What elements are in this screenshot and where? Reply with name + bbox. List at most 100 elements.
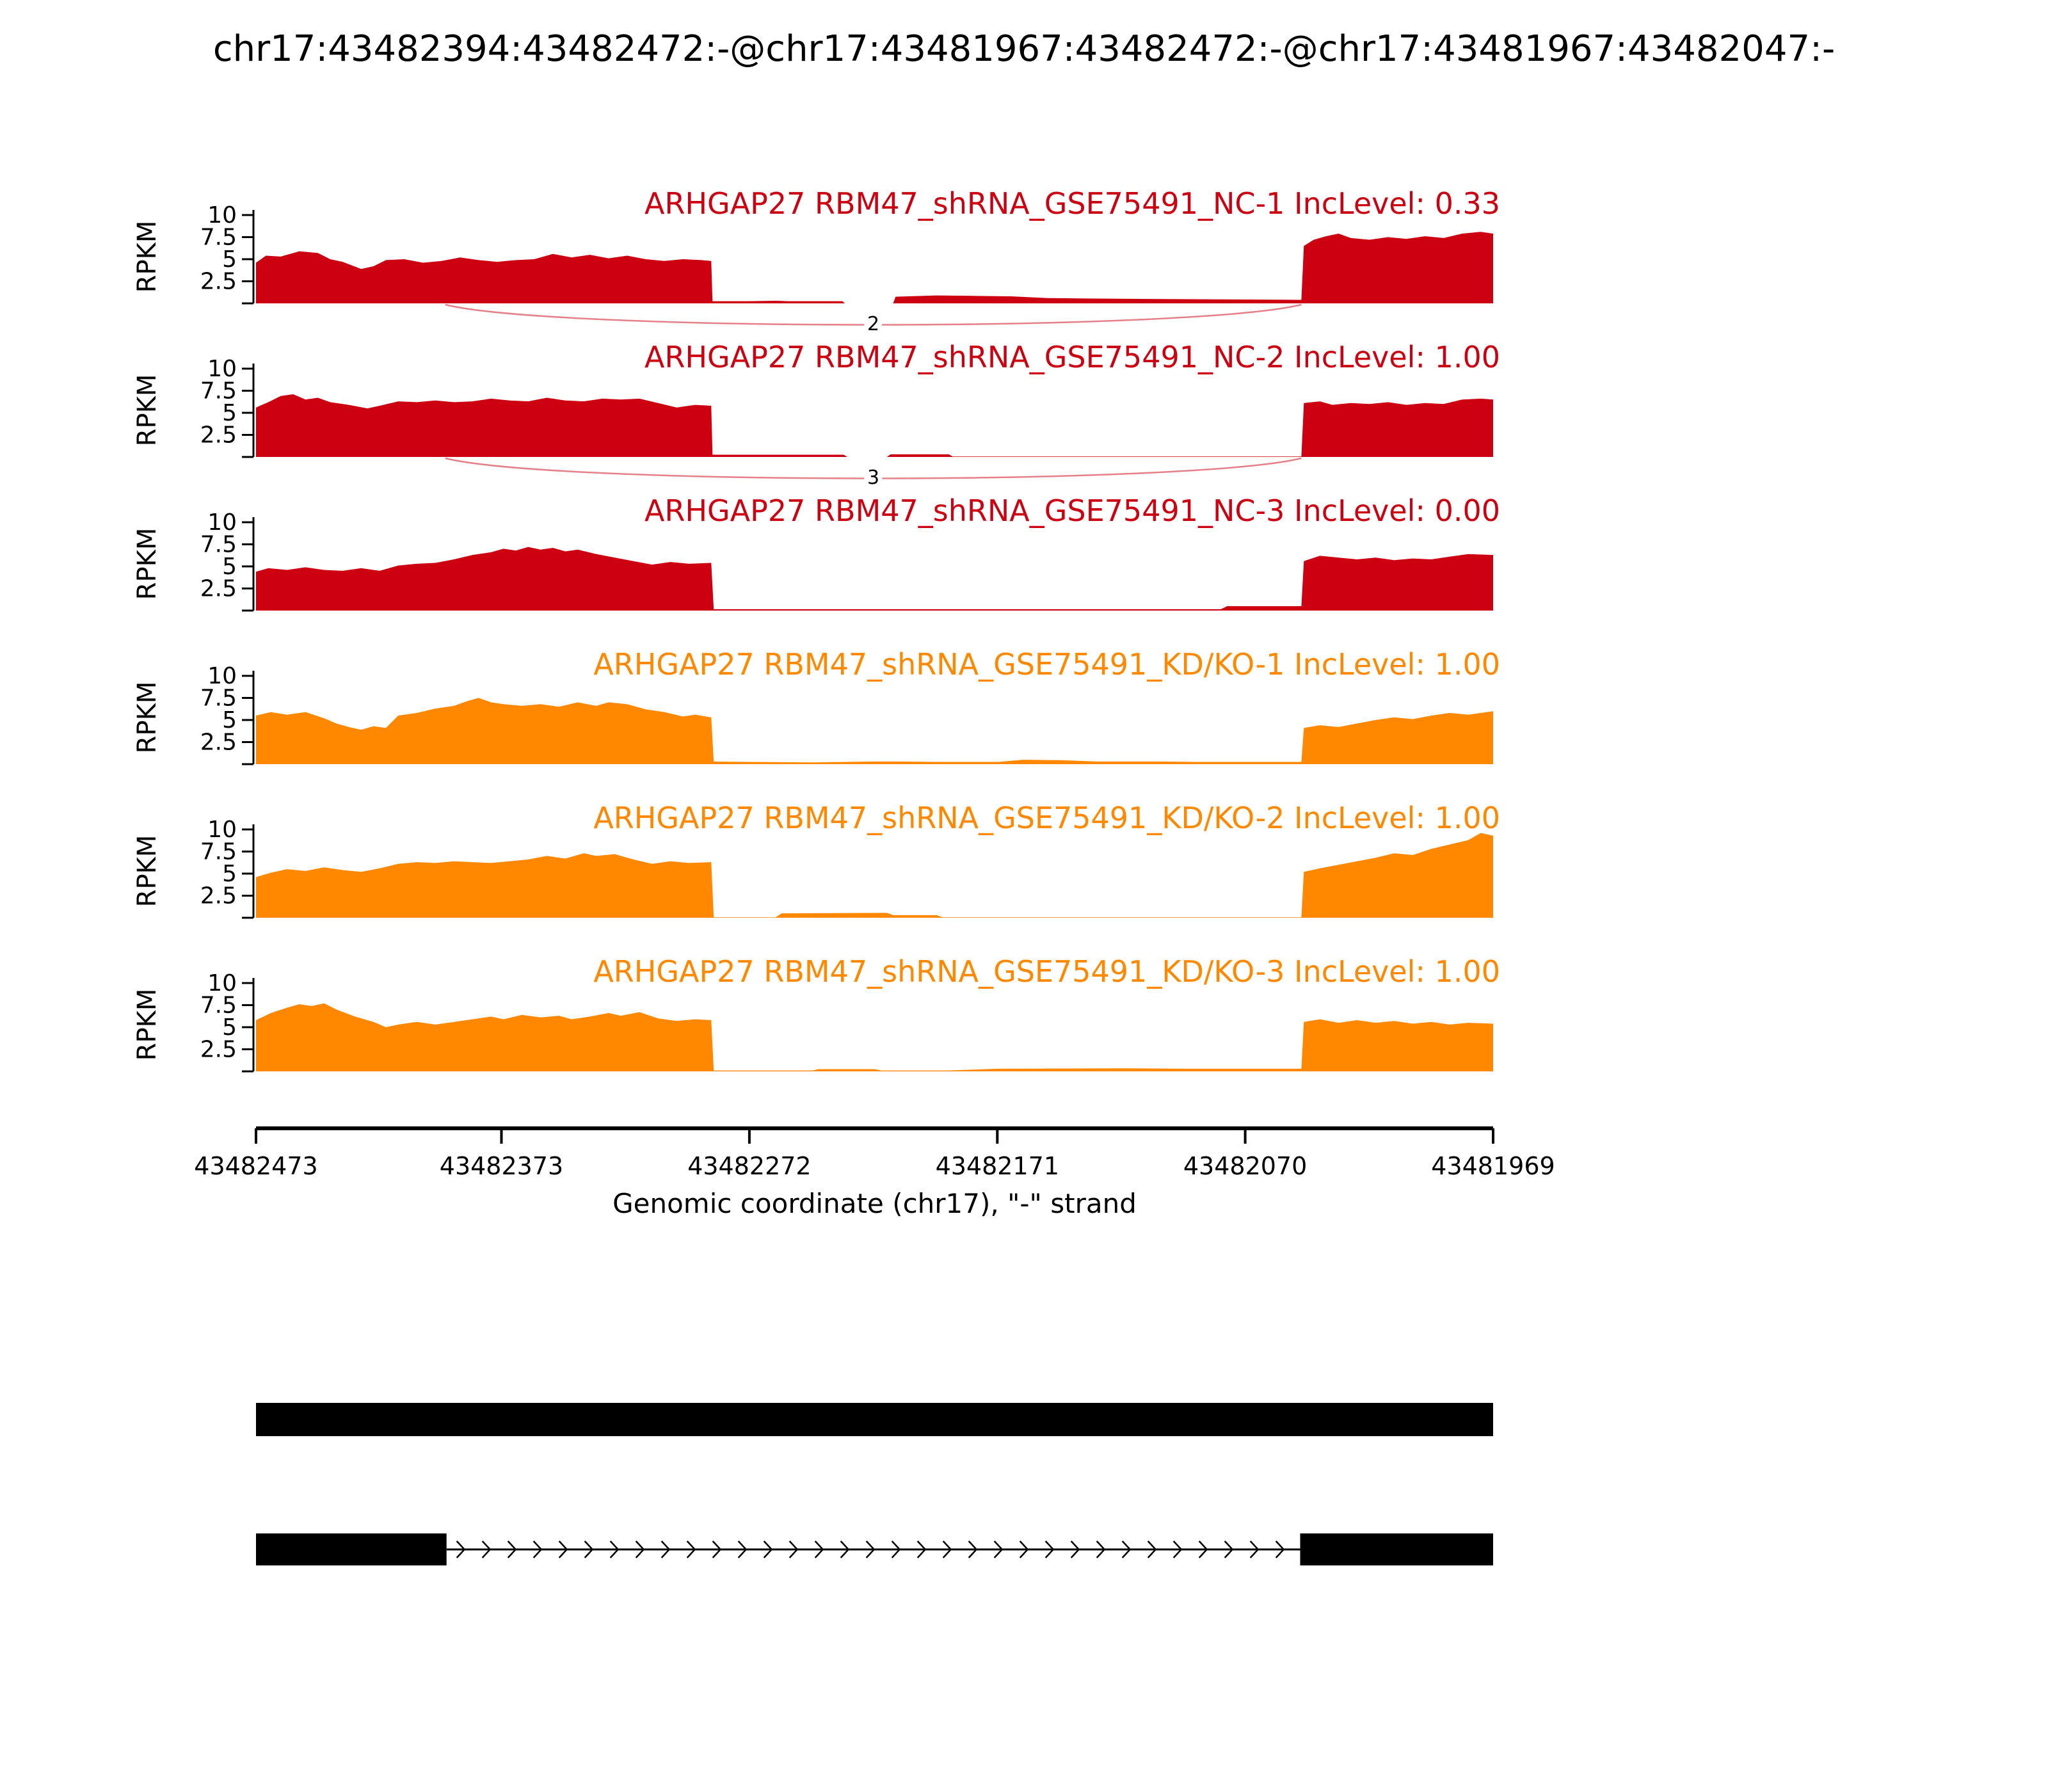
strand-arrow-icon (1147, 1540, 1157, 1558)
x-axis: 43482473 43482373 43482272 43482171 43482070… (194, 1126, 1555, 1219)
y-axis-title: RPKM (132, 374, 162, 447)
strand-arrow-icon (763, 1540, 773, 1558)
strand-arrow-icon (1249, 1540, 1260, 1558)
junction-arc (445, 457, 1302, 479)
sashimi-track-1: 2 107.552.5 RPKM ARHGAP27 RBM47_shRNA_GSE75… (132, 186, 1500, 340)
strand-arrow-icon (686, 1540, 696, 1558)
y-axis-tick-label: 10 (207, 663, 237, 689)
y-axis-tick-label: 10 (207, 202, 237, 228)
x-axis-tick-label: 43482171 (936, 1152, 1059, 1180)
strand-arrow-icon (712, 1540, 722, 1558)
y-axis-tick-label: 7.5 (200, 378, 237, 404)
strand-arrow-icon (1275, 1540, 1285, 1558)
x-axis-tick-label: 43482070 (1183, 1152, 1307, 1180)
y-axis-tick-label: 2.5 (200, 576, 237, 602)
y-axis-title: RPKM (132, 528, 162, 600)
y-axis-tick-label: 2.5 (200, 730, 237, 756)
y-axis-tick-label: 7.5 (200, 993, 237, 1019)
strand-arrow-icon (916, 1540, 927, 1558)
coverage-area (256, 547, 1493, 611)
y-axis-tick-label: 10 (207, 817, 237, 843)
y-axis-tick-label: 5 (222, 400, 237, 426)
junction-arc (445, 303, 1302, 326)
strand-arrow-icon (865, 1540, 876, 1558)
strand-arrow-icon (993, 1540, 1004, 1558)
sashimi-track-5: 107.552.5 RPKM ARHGAP27 RBM47_shRNA_GSE754… (132, 801, 1500, 919)
strand-arrow-icon (481, 1540, 492, 1558)
y-axis-title: RPKM (132, 989, 162, 1061)
strand-arrow-icon (840, 1540, 850, 1558)
junction-read-count: 3 (867, 467, 879, 489)
sashimi-track-6: 107.552.5 RPKM ARHGAP27 RBM47_shRNA_GSE754… (132, 954, 1500, 1073)
strand-arrow-icon (1070, 1540, 1080, 1558)
junction-read-count: 2 (867, 313, 879, 335)
y-axis-tick-label: 2.5 (200, 1037, 237, 1063)
y-axis-tick-label: 7.5 (200, 532, 237, 558)
y-axis-tick-label: 2.5 (200, 269, 237, 295)
strand-arrow-icon (584, 1540, 594, 1558)
track-label: ARHGAP27 RBM47_shRNA_GSE75491_KD/KO-3 In… (593, 954, 1500, 989)
y-axis-tick-label: 7.5 (200, 225, 237, 251)
y-axis-title: RPKM (132, 682, 162, 754)
sashimi-track-2: 3 107.552.5 RPKM ARHGAP27 RBM47_shRNA_GSE75… (132, 340, 1500, 493)
sashimi-track-3: 107.552.5 RPKM ARHGAP27 RBM47_shRNA_GSE754… (132, 493, 1500, 612)
strand-arrow-icon (558, 1540, 568, 1558)
y-axis-title: RPKM (132, 835, 162, 908)
strand-arrow-icon (942, 1540, 952, 1558)
track-label: ARHGAP27 RBM47_shRNA_GSE75491_NC-2 IncLe… (644, 340, 1500, 374)
x-axis-tick-label: 43481969 (1431, 1152, 1555, 1180)
y-axis-tick-label: 5 (222, 246, 237, 273)
y-axis-tick-label: 7.5 (200, 685, 237, 712)
y-axis-tick-label: 2.5 (200, 422, 237, 449)
strand-arrow-icon (1096, 1540, 1106, 1558)
strand-arrow-icon (891, 1540, 901, 1558)
coverage-area (256, 1003, 1493, 1071)
y-axis-tick-label: 7.5 (200, 839, 237, 865)
y-axis-tick-label: 10 (207, 509, 237, 536)
strand-arrow-icon (532, 1540, 543, 1558)
x-axis-tick-label: 43482373 (440, 1152, 563, 1180)
coverage-area (256, 232, 1493, 303)
x-axis-tick-label: 43482272 (687, 1152, 811, 1180)
plot-title: chr17:43482394:43482472:-@chr17:43481967… (212, 28, 1836, 70)
strand-arrow-icon (1019, 1540, 1029, 1558)
sashimi-track-4: 107.552.5 RPKM ARHGAP27 RBM47_shRNA_GSE754… (132, 647, 1500, 765)
x-axis-title: Genomic coordinate (chr17), "-" strand (612, 1188, 1137, 1219)
coverage-area (256, 833, 1493, 918)
track-label: ARHGAP27 RBM47_shRNA_GSE75491_KD/KO-2 In… (593, 801, 1500, 835)
track-label: ARHGAP27 RBM47_shRNA_GSE75491_NC-1 IncLe… (644, 186, 1500, 221)
strand-arrow-icon (1172, 1540, 1183, 1558)
y-axis-tick-label: 2.5 (200, 883, 237, 909)
strand-arrow-icon (507, 1540, 517, 1558)
y-axis-title: RPKM (132, 221, 162, 293)
strand-arrow-icon (1224, 1540, 1234, 1558)
strand-arrow-icon (456, 1540, 466, 1558)
strand-arrow-icon (660, 1540, 671, 1558)
track-label: ARHGAP27 RBM47_shRNA_GSE75491_KD/KO-1 In… (593, 647, 1500, 682)
strand-arrow-icon (968, 1540, 978, 1558)
y-axis-tick-label: 5 (222, 861, 237, 887)
strand-arrow-icon (788, 1540, 799, 1558)
strand-arrow-icon (1198, 1540, 1208, 1558)
strand-arrow-icon (1121, 1540, 1132, 1558)
strand-arrow-icon (635, 1540, 645, 1558)
isoform-skipped (256, 1533, 1493, 1565)
x-axis-tick-label: 43482473 (194, 1152, 317, 1180)
strand-arrow-icon (814, 1540, 824, 1558)
y-axis-tick-label: 10 (207, 356, 237, 382)
strand-arrow-icon (609, 1540, 620, 1558)
track-label: ARHGAP27 RBM47_shRNA_GSE75491_NC-3 IncLe… (644, 493, 1500, 528)
gene-structure-diagram (256, 1403, 1493, 1565)
exon-block (256, 1403, 1493, 1436)
exon-block (1300, 1533, 1493, 1565)
strand-arrow-icon (737, 1540, 748, 1558)
coverage-area (256, 698, 1493, 764)
y-axis-tick-label: 5 (222, 1014, 237, 1041)
coverage-area (256, 394, 1493, 457)
y-axis-tick-label: 5 (222, 554, 237, 580)
exon-block (256, 1533, 447, 1565)
strand-arrow-icon (1044, 1540, 1055, 1558)
isoform-long-exon (256, 1403, 1493, 1436)
